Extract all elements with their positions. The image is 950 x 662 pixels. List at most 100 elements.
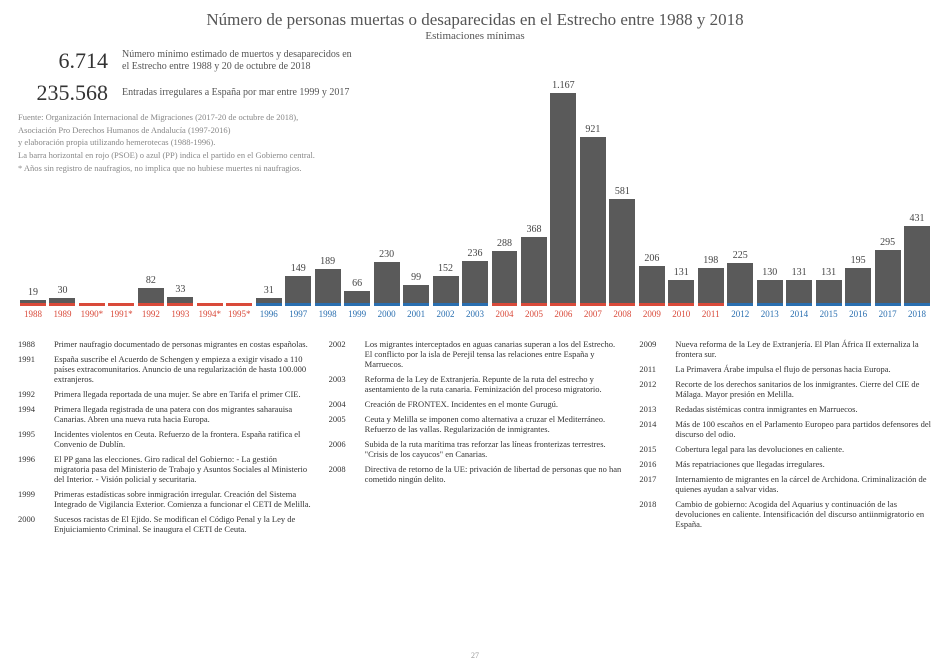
- timeline-year: 1995: [18, 429, 46, 449]
- bar: [845, 268, 871, 303]
- timeline-year: 2005: [329, 414, 357, 434]
- gov-strip: [786, 303, 812, 306]
- bar: [138, 288, 164, 303]
- timeline-entry: 1999Primeras estadísticas sobre inmigrac…: [18, 489, 311, 509]
- bar-value-label: 288: [497, 238, 512, 249]
- timeline-entry: 1991España suscribe el Acuerdo de Scheng…: [18, 354, 311, 384]
- timeline-year: 2013: [639, 404, 667, 414]
- bar: [639, 266, 665, 303]
- stat-entries-label: Entradas irregulares a España por mar en…: [122, 87, 349, 99]
- year-label: 2009: [643, 309, 661, 319]
- gov-strip: [167, 303, 193, 306]
- timeline-entry: 2017Internamiento de migrantes en la cár…: [639, 474, 932, 494]
- gov-strip: [108, 303, 134, 306]
- gov-strip: [757, 303, 783, 306]
- bar-value-label: 431: [910, 213, 925, 224]
- gov-strip: [49, 303, 75, 306]
- bar-value-label: 31: [264, 285, 274, 296]
- timeline-text: Internamiento de migrantes en la cárcel …: [675, 474, 932, 494]
- year-label: 2013: [761, 309, 779, 319]
- timeline-year: 2011: [639, 364, 667, 374]
- page-number: 27: [471, 651, 479, 660]
- timeline-entry: 2000Sucesos racistas de El Ejido. Se mod…: [18, 514, 311, 534]
- bar-value-label: 131: [792, 267, 807, 278]
- timeline-text: Ceuta y Melilla se imponen como alternat…: [365, 414, 622, 434]
- year-label: 2002: [437, 309, 455, 319]
- timeline-entry: 2005 Ceuta y Melilla se imponen como alte…: [329, 414, 622, 434]
- timeline-year: 2014: [639, 419, 667, 439]
- year-label: 1990*: [81, 309, 104, 319]
- timeline-text: Cobertura legal para las devoluciones en…: [675, 444, 932, 454]
- year-label: 2018: [908, 309, 926, 319]
- timeline-year: 1994: [18, 404, 46, 424]
- chart-title: Número de personas muertas o desaparecid…: [18, 10, 932, 30]
- year-label: 2000: [378, 309, 396, 319]
- timeline-year: 2016: [639, 459, 667, 469]
- timeline-entry: 2016Más repatriaciones que llegadas irre…: [639, 459, 932, 469]
- timeline-entry: 2003Reforma de la Ley de Extranjería. Re…: [329, 374, 622, 394]
- year-label: 1993: [171, 309, 189, 319]
- year-label: 1999: [348, 309, 366, 319]
- bar-value-label: 198: [703, 255, 718, 266]
- gov-strip: [639, 303, 665, 306]
- year-label: 2017: [879, 309, 897, 319]
- timeline-entry: 2012Recorte de los derechos sanitarios d…: [639, 379, 932, 399]
- bar-value-label: 66: [352, 278, 362, 289]
- timeline-entry: 2018Cambio de gobierno: Acogida del Aqua…: [639, 499, 932, 529]
- gov-strip: [138, 303, 164, 306]
- timeline-text: La Primavera Árabe impulsa el flujo de p…: [675, 364, 932, 374]
- timeline-year: 2009: [639, 339, 667, 359]
- gov-strip: [344, 303, 370, 306]
- source-line: y elaboración propia utilizando hemerote…: [18, 137, 418, 148]
- year-label: 2010: [672, 309, 690, 319]
- bar: [344, 291, 370, 303]
- bar-value-label: 225: [733, 250, 748, 261]
- timeline-year: 2015: [639, 444, 667, 454]
- timeline-text: Redadas sistémicas contra inmigrantes en…: [675, 404, 932, 414]
- bar: [374, 262, 400, 303]
- bar-value-label: 206: [644, 253, 659, 264]
- timeline-entry: 2009 Nueva reforma de la Ley de Extranjer…: [639, 339, 932, 359]
- bar-value-label: 236: [468, 248, 483, 259]
- year-label: 2016: [849, 309, 867, 319]
- gov-strip: [668, 303, 694, 306]
- timeline-text: El PP gana las elecciones. Giro radical …: [54, 454, 311, 484]
- bar-value-label: 149: [291, 263, 306, 274]
- bar: [285, 276, 311, 303]
- gov-strip: [256, 303, 282, 306]
- timeline-year: 2003: [329, 374, 357, 394]
- gov-strip: [226, 303, 252, 306]
- timeline-text: Más de 100 escaños en el Parlamento Euro…: [675, 419, 932, 439]
- timeline-entry: 1988Primer naufragio documentado de pers…: [18, 339, 311, 349]
- timeline-text: Los migrantes interceptados en aguas can…: [365, 339, 622, 369]
- bar: [403, 285, 429, 303]
- timeline-entry: 2002Los migrantes interceptados en aguas…: [329, 339, 622, 369]
- gov-strip: [727, 303, 753, 306]
- bar: [609, 199, 635, 304]
- gov-strip: [698, 303, 724, 306]
- bar-value-label: 99: [411, 272, 421, 283]
- source-line: Fuente: Organización Internacional de Mi…: [18, 112, 418, 123]
- gov-strip: [609, 303, 635, 306]
- gov-strip: [285, 303, 311, 306]
- gov-strip: [374, 303, 400, 306]
- timeline-col: 2009 Nueva reforma de la Ley de Extranjer…: [639, 339, 932, 539]
- bar-value-label: 152: [438, 263, 453, 274]
- bar: [875, 250, 901, 303]
- year-label: 1994*: [199, 309, 222, 319]
- bar: [433, 276, 459, 303]
- year-label: 2008: [613, 309, 631, 319]
- gov-strip: [816, 303, 842, 306]
- timeline-text: Nueva reforma de la Ley de Extranjería. …: [675, 339, 932, 359]
- year-label: 2015: [820, 309, 838, 319]
- timeline-text: Cambio de gobierno: Acogida del Aquarius…: [675, 499, 932, 529]
- gov-strip: [433, 303, 459, 306]
- timeline-entry: 2011 La Primavera Árabe impulsa el flujo …: [639, 364, 932, 374]
- bar: [492, 251, 518, 303]
- bar: [786, 280, 812, 304]
- year-label: 2003: [466, 309, 484, 319]
- gov-strip: [550, 303, 576, 306]
- timeline-year: 1996: [18, 454, 46, 484]
- stat-deaths-number: 6.714: [18, 48, 108, 74]
- gov-strip: [904, 303, 930, 306]
